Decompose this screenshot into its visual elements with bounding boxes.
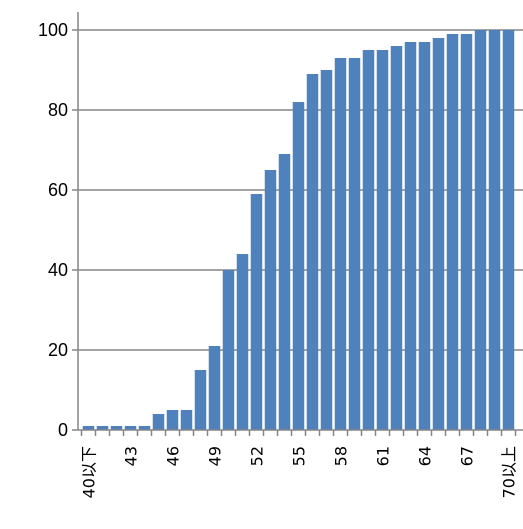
y-tick-label-20: 20	[48, 340, 68, 360]
bar-61	[376, 50, 389, 430]
x-tick-label-40以下: 40以下	[80, 446, 99, 498]
x-tick-label-61: 61	[374, 446, 393, 466]
bar-52	[250, 194, 263, 430]
bar-51	[236, 254, 249, 430]
bar-47	[180, 410, 193, 430]
bar-57	[320, 70, 333, 430]
bar-64	[418, 42, 431, 430]
bar-63	[404, 42, 417, 430]
bar-45	[152, 414, 165, 430]
y-tick-label-80: 80	[48, 100, 68, 120]
y-tick-label-60: 60	[48, 180, 68, 200]
bar-40以下	[82, 426, 95, 430]
x-tick-label-58: 58	[332, 446, 351, 466]
bar-69	[488, 30, 501, 430]
y-tick-label-0: 0	[58, 420, 68, 440]
bar-42	[110, 426, 123, 430]
bar-56	[306, 74, 319, 430]
axes	[72, 12, 523, 436]
bar-58	[334, 58, 347, 430]
y-tick-label-40: 40	[48, 260, 68, 280]
x-tick-label-46: 46	[164, 446, 183, 466]
bar-55	[292, 102, 305, 430]
x-tick-label-67: 67	[458, 446, 477, 466]
y-tick-labels: 0 20 40 60 80 100	[38, 20, 68, 440]
bar-65	[432, 38, 445, 430]
bar-68	[474, 30, 487, 430]
bar-48	[194, 370, 207, 430]
bar-49	[208, 346, 221, 430]
bar-67	[460, 34, 473, 430]
x-tick-labels: 40以下 43 46 49 52 55 58 61 64 67 70以上	[80, 446, 519, 498]
x-tick-label-55: 55	[290, 446, 309, 466]
bar-59	[348, 58, 361, 430]
bars	[82, 30, 515, 430]
x-tick-label-49: 49	[206, 446, 225, 466]
bar-70以上	[502, 30, 515, 430]
x-tick-label-52: 52	[248, 446, 267, 466]
bar-54	[278, 154, 291, 430]
bar-62	[390, 46, 403, 430]
bar-41	[96, 426, 109, 430]
bar-60	[362, 50, 375, 430]
x-tick-label-43: 43	[122, 446, 141, 466]
bar-53	[264, 170, 277, 430]
y-tick-label-100: 100	[38, 20, 68, 40]
bar-46	[166, 410, 179, 430]
bar-44	[138, 426, 151, 430]
x-tick-label-64: 64	[416, 446, 435, 466]
bar-43	[124, 426, 137, 430]
bar-66	[446, 34, 459, 430]
x-tick-label-70以上: 70以上	[500, 446, 519, 498]
bar-50	[222, 270, 235, 430]
